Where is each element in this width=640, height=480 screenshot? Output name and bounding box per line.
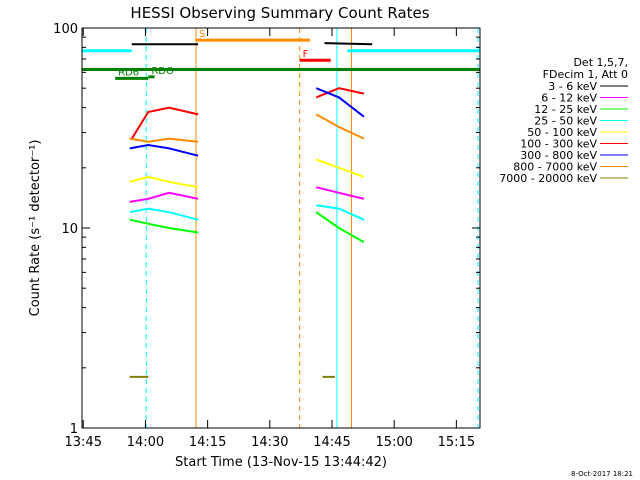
y-axis-label: Count Rate (s⁻¹ detector⁻¹) — [28, 140, 43, 317]
legend-entry-label: 12 - 25 keV — [534, 103, 597, 116]
y-tick-label: 1 — [70, 422, 78, 437]
legend-entry-label: 3 - 6 keV — [548, 80, 597, 93]
footer-timestamp: 8-Oct-2017 18:21 — [571, 470, 633, 478]
state-bar-label: RDO — [151, 66, 174, 77]
legend-entry-label: 7000 - 20000 keV — [499, 172, 597, 185]
series-line — [129, 218, 199, 234]
legend-header-line-2: FDecim 1, Att 0 — [543, 68, 628, 81]
x-tick-label: 14:15 — [189, 435, 226, 450]
x-tick-label: 14:30 — [251, 435, 288, 450]
y-tick-label: 100 — [53, 22, 78, 37]
axes-layer: 13:45 14:00 14:15 14:30 14:45 15:00 15:15 1 10 10… — [53, 22, 480, 450]
series-line — [129, 143, 199, 157]
series-line — [129, 137, 199, 143]
series-line — [315, 87, 365, 99]
legend-entry-label: 50 - 100 keV — [527, 126, 597, 139]
legend-entry-label: 6 - 12 keV — [541, 92, 597, 105]
state-bar-label: F — [303, 49, 309, 60]
x-tick-label: 15:00 — [375, 435, 412, 450]
series-line — [129, 191, 199, 203]
legend-entry-label: 100 - 300 keV — [520, 138, 597, 151]
series-line — [315, 158, 365, 178]
x-tick-label: 14:00 — [127, 435, 164, 450]
series-line — [315, 186, 365, 200]
state-bar-label: S — [199, 29, 205, 40]
data-layer: RD6 RDO S F — [81, 28, 480, 428]
series-line — [316, 204, 365, 221]
series-line — [315, 87, 365, 118]
series-line — [130, 106, 199, 140]
series-line — [129, 207, 199, 221]
chart-title: HESSI Observing Summary Count Rates — [130, 4, 429, 22]
legend-entry-label: 300 - 800 keV — [520, 149, 597, 162]
legend-entry-label: 800 - 7000 keV — [513, 161, 597, 174]
state-bar-label: RD6 — [118, 67, 139, 78]
x-axis-label: Start Time (13-Nov-15 13:44:42) — [175, 455, 387, 470]
plot-frame — [81, 27, 481, 429]
legend-entry-label: 25 - 50 keV — [534, 115, 597, 128]
series-line — [129, 175, 199, 189]
y-tick-label: 10 — [61, 222, 78, 237]
series-line — [324, 42, 373, 46]
series-line — [315, 211, 365, 243]
x-tick-label: 14:45 — [313, 435, 350, 450]
series-line — [315, 113, 365, 140]
x-tick-label: 13:45 — [65, 435, 102, 450]
x-tick-label: 15:15 — [438, 435, 475, 450]
legend-header-line-1: Det 1,5,7, — [573, 56, 628, 69]
